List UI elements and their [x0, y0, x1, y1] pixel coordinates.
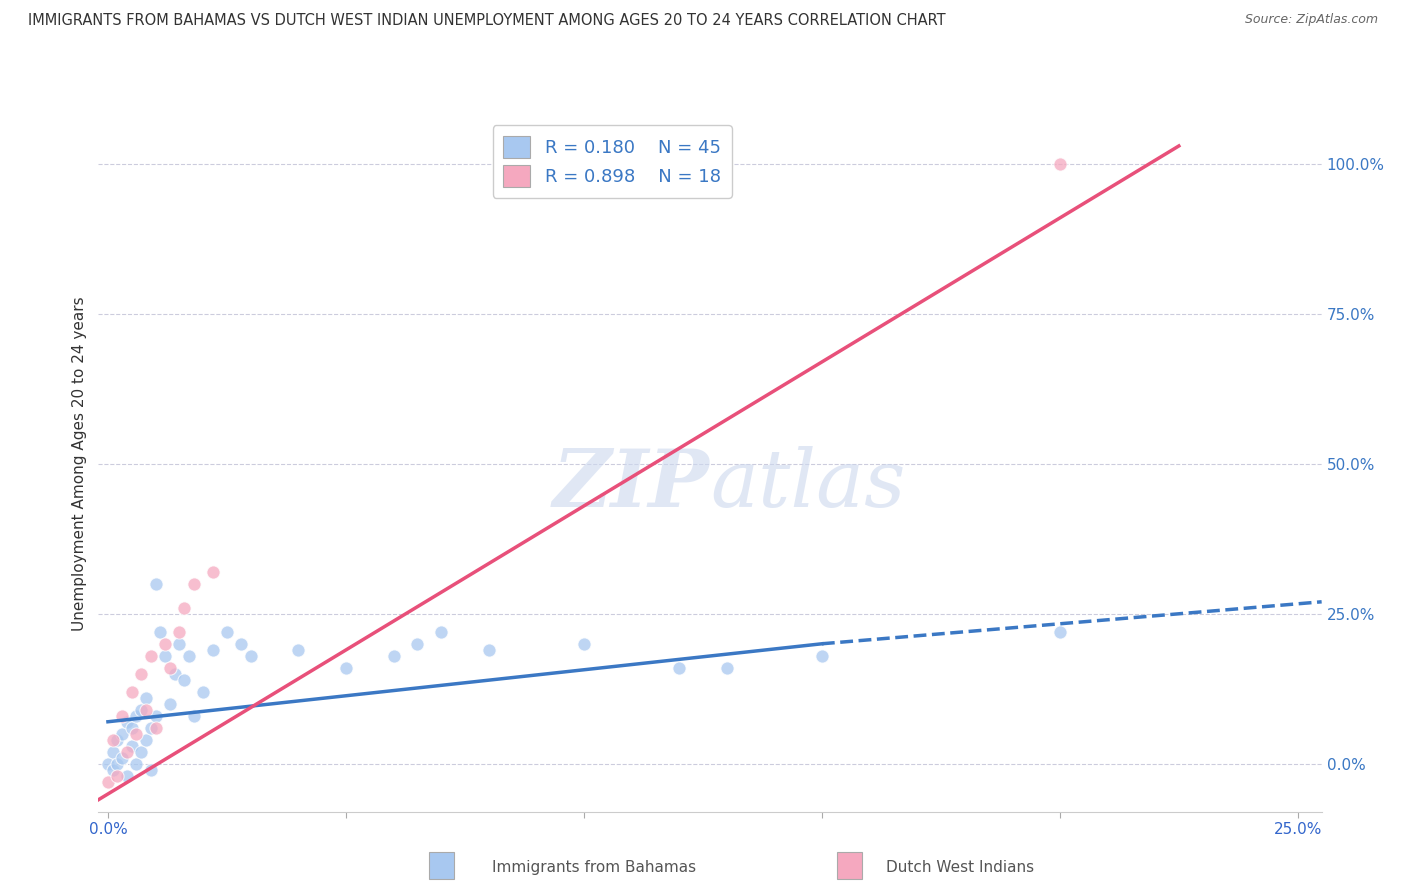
Point	[115, 714, 138, 729]
Point	[107, 769, 129, 783]
Text: ZIP: ZIP	[553, 446, 710, 524]
Point	[811, 648, 834, 663]
Text: IMMIGRANTS FROM BAHAMAS VS DUTCH WEST INDIAN UNEMPLOYMENT AMONG AGES 20 TO 24 YE: IMMIGRANTS FROM BAHAMAS VS DUTCH WEST IN…	[28, 13, 946, 29]
Point	[111, 727, 134, 741]
Point	[191, 685, 214, 699]
Point	[668, 661, 690, 675]
Point	[183, 708, 205, 723]
Point	[115, 769, 138, 783]
Point	[121, 685, 143, 699]
Y-axis label: Unemployment Among Ages 20 to 24 years: Unemployment Among Ages 20 to 24 years	[72, 296, 87, 632]
Point	[201, 565, 224, 579]
Point	[159, 697, 181, 711]
Text: atlas: atlas	[710, 446, 905, 524]
Point	[97, 774, 120, 789]
Point	[125, 756, 148, 771]
Point	[107, 756, 129, 771]
Text: Immigrants from Bahamas: Immigrants from Bahamas	[492, 860, 696, 874]
Point	[1049, 157, 1071, 171]
Point	[135, 703, 157, 717]
Point	[382, 648, 405, 663]
Point	[125, 727, 148, 741]
Point	[121, 739, 143, 753]
Point	[239, 648, 262, 663]
Text: Dutch West Indians: Dutch West Indians	[886, 860, 1033, 874]
Point	[177, 648, 200, 663]
Point	[135, 732, 157, 747]
Point	[215, 624, 238, 639]
Point	[125, 708, 148, 723]
Point	[129, 666, 152, 681]
Point	[335, 661, 357, 675]
Point	[101, 763, 124, 777]
Point	[153, 648, 176, 663]
Point	[716, 661, 738, 675]
Point	[101, 732, 124, 747]
Point	[153, 637, 176, 651]
Point	[97, 756, 120, 771]
Point	[173, 673, 195, 687]
Point	[169, 637, 191, 651]
Point	[145, 721, 167, 735]
Point	[406, 637, 429, 651]
Point	[107, 732, 129, 747]
Point	[139, 763, 162, 777]
Point	[135, 690, 157, 705]
Point	[139, 721, 162, 735]
Point	[101, 745, 124, 759]
Point	[201, 642, 224, 657]
Point	[231, 637, 253, 651]
Point	[430, 624, 453, 639]
Point	[1049, 624, 1071, 639]
Point	[145, 708, 167, 723]
Point	[183, 576, 205, 591]
Point	[169, 624, 191, 639]
Legend: R = 0.180    N = 45, R = 0.898    N = 18: R = 0.180 N = 45, R = 0.898 N = 18	[492, 125, 731, 198]
Point	[478, 642, 501, 657]
Point	[173, 600, 195, 615]
Point	[111, 708, 134, 723]
Point	[159, 661, 181, 675]
Point	[129, 745, 152, 759]
Point	[163, 666, 186, 681]
Point	[121, 721, 143, 735]
Point	[139, 648, 162, 663]
Point	[572, 637, 595, 651]
Point	[287, 642, 309, 657]
Point	[145, 576, 167, 591]
Text: Source: ZipAtlas.com: Source: ZipAtlas.com	[1244, 13, 1378, 27]
Point	[129, 703, 152, 717]
Point	[111, 750, 134, 764]
Point	[115, 745, 138, 759]
Point	[149, 624, 172, 639]
